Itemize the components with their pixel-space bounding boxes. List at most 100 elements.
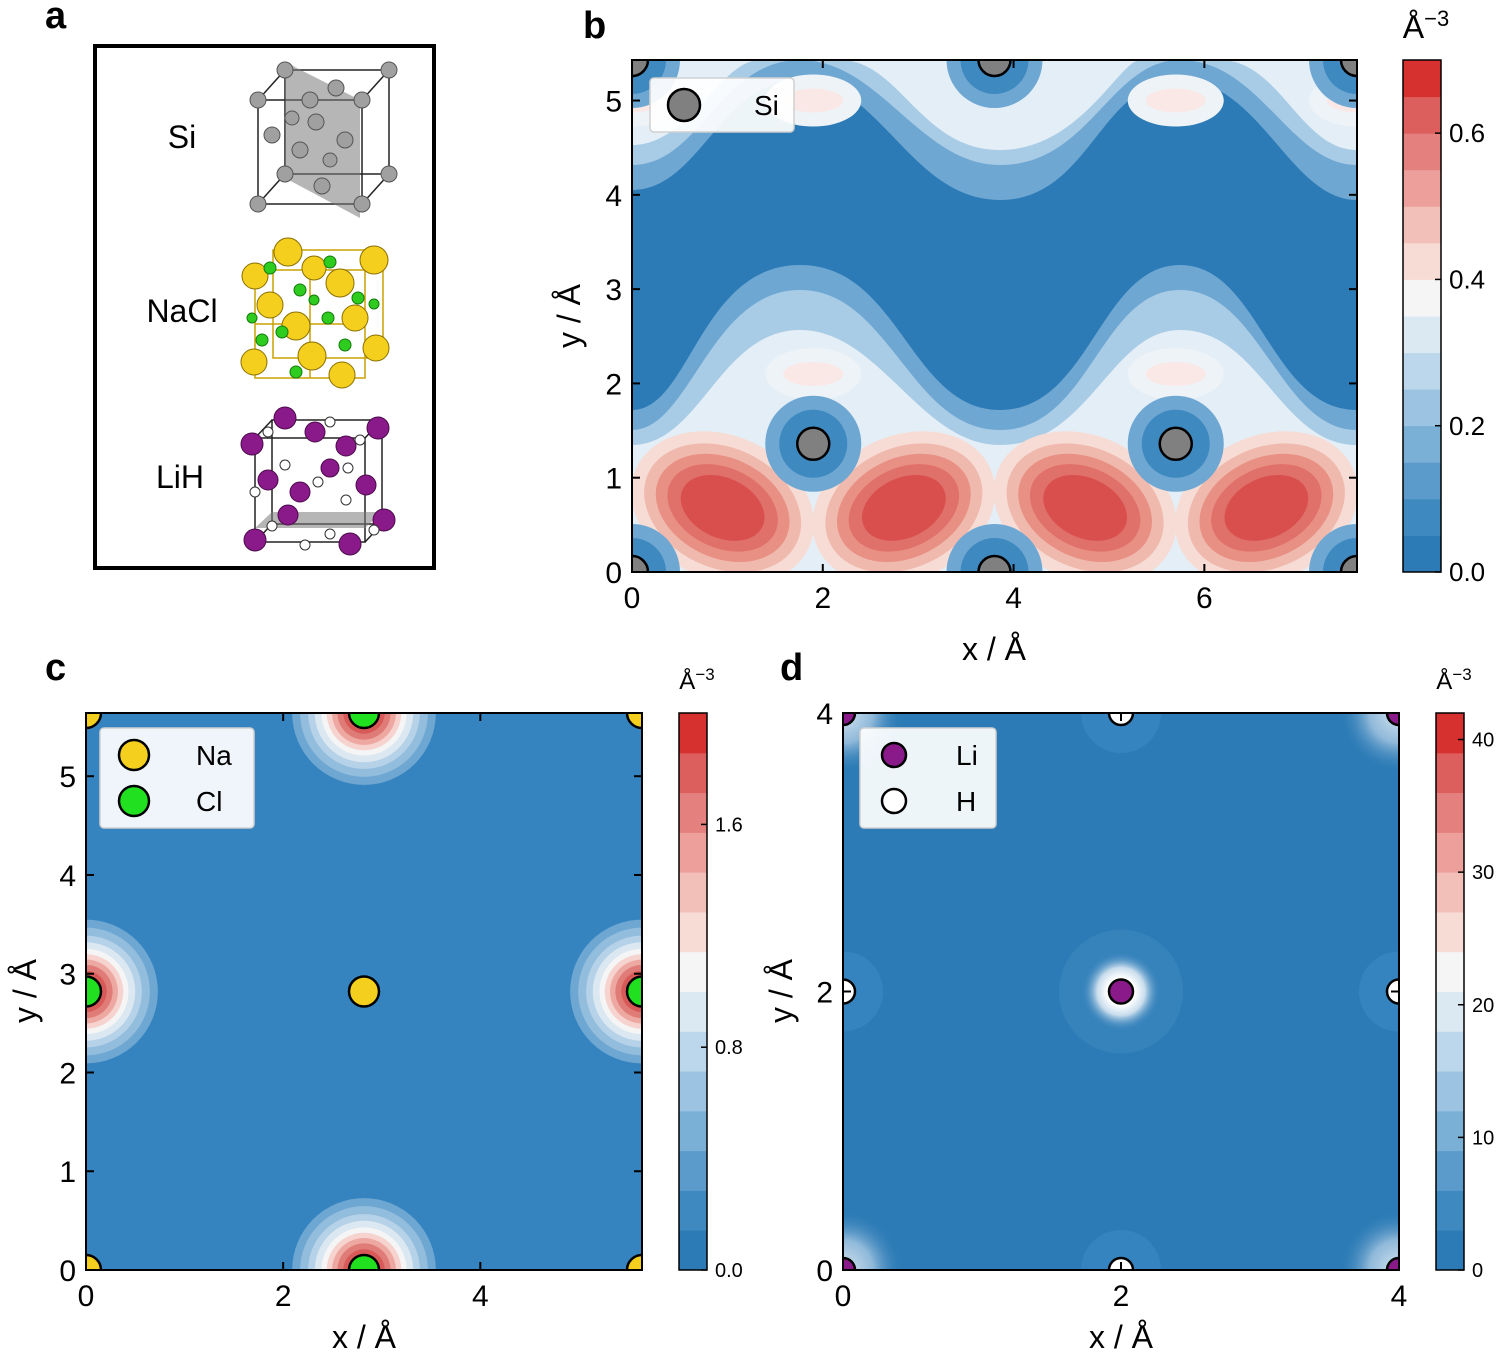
- legend-label-li: Li: [956, 740, 978, 771]
- colorbar-segment-d: [1436, 1031, 1464, 1072]
- colorbar-tick-label-d: 40: [1472, 730, 1494, 752]
- bond-lobe-core: [1145, 361, 1206, 386]
- colorbar-segment-d: [1436, 792, 1464, 833]
- legend-marker-li: [880, 741, 908, 769]
- h-atoms: [249, 416, 380, 551]
- na-atoms: [240, 237, 390, 389]
- legend-marker-cl: [117, 784, 151, 818]
- y-tick-label-d: 0: [816, 1255, 833, 1288]
- si-structure: Si: [168, 61, 398, 218]
- colorbar-segment-c: [679, 872, 707, 913]
- atom-li: [843, 713, 857, 727]
- colorbar-segment-c: [679, 1110, 707, 1152]
- colorbar-tick-label-d: 20: [1472, 995, 1494, 1017]
- y-tick-label-c: 5: [59, 761, 76, 794]
- h-halo: [1081, 713, 1161, 753]
- atom-si: [632, 60, 650, 78]
- atom-na: [625, 1253, 642, 1270]
- colorbar-segment-d: [1436, 752, 1464, 794]
- plot-d-xlabel: x / Å: [1089, 1319, 1154, 1355]
- atom-si: [632, 554, 650, 572]
- x-tick-label-d: 2: [1113, 1280, 1130, 1313]
- x-tick-label-c: 0: [78, 1280, 95, 1313]
- atom-na: [347, 975, 381, 1008]
- plot-c-colorbar: 0.0 0.8 1.6 Å−3: [678, 665, 743, 1282]
- plot-b-colorbar: 0.0 0.2 0.4 0.6 Å−3: [1402, 6, 1485, 587]
- colorbar-segment-c: [679, 1031, 707, 1072]
- colorbar-segment-d: [1436, 911, 1464, 953]
- y-tick-label-c: 3: [59, 959, 76, 992]
- plot-b-dynamic: [632, 60, 1357, 572]
- plot-d-ylabel: y / Å: [763, 958, 799, 1023]
- colorbar-tick-label-b: 0.2: [1449, 411, 1485, 441]
- plot-d-colorbar: 0 10 20 30 40 Å−3: [1435, 665, 1494, 1282]
- cl-atoms: [246, 255, 380, 379]
- atom-na: [625, 713, 642, 730]
- atom-li: [843, 1256, 857, 1270]
- colorbar-segment-b: [1403, 279, 1441, 317]
- bond-peak: [680, 474, 765, 541]
- bond-lobe-core: [1145, 88, 1206, 113]
- y-tick-label-b: 3: [605, 274, 622, 307]
- atom-li: [1385, 713, 1399, 727]
- colorbar-segment-c: [679, 752, 707, 794]
- panel-label-c: c: [45, 647, 66, 689]
- colorbar-segment-c: [679, 1150, 707, 1191]
- lih-label: LiH: [156, 459, 204, 495]
- legend-label-h: H: [956, 786, 976, 817]
- plot-d-legend: Li H: [859, 727, 997, 829]
- colorbar-segment-b: [1403, 133, 1441, 171]
- colorbar-segment-b: [1403, 316, 1441, 354]
- colorbar-segment-b: [1403, 169, 1441, 207]
- y-tick-label-b: 2: [605, 368, 622, 401]
- bond-peak: [862, 474, 946, 541]
- colorbar-segment-d: [1436, 1150, 1464, 1191]
- colorbar-tick-label-d: 0: [1472, 1260, 1483, 1282]
- si-atoms: [249, 61, 398, 213]
- colorbar-tick-label-d: 30: [1472, 862, 1494, 884]
- colorbar-segment-b: [1403, 425, 1441, 463]
- bond-peak: [1224, 474, 1309, 541]
- colorbar-segment-d: [1436, 1230, 1464, 1271]
- colorbar-segment-d: [1436, 991, 1464, 1032]
- colorbar-segment-b: [1403, 206, 1441, 244]
- plot-d-axes: 0 2 4 0 2 4: [816, 698, 1407, 1313]
- colorbar-segment-d: [1436, 832, 1464, 873]
- nacl-structure: NaCl: [146, 237, 390, 389]
- colorbar-segment-c: [679, 991, 707, 1032]
- plot-c-xlabel: x / Å: [332, 1319, 397, 1355]
- plot-c-axes: 0 2 4 0 1 2 3 4 5: [59, 713, 642, 1313]
- colorbar-tick-label-c: 1.6: [715, 814, 743, 836]
- colorbar-segment-c: [679, 1190, 707, 1231]
- colorbar-segment-b: [1403, 498, 1441, 536]
- si-label: Si: [168, 119, 196, 155]
- colorbar-frame-d: [1435, 712, 1465, 1271]
- colorbar-segment-d: [1436, 1071, 1464, 1112]
- li-corner-glow: [1339, 713, 1399, 773]
- colorbar-tick-label-b: 0.6: [1449, 118, 1485, 148]
- colorbar-unit-c: Å−3: [679, 665, 714, 695]
- atom-na: [86, 713, 103, 730]
- bond-peak: [1043, 474, 1127, 541]
- colorbar-segment-c: [679, 911, 707, 953]
- colorbar-segment-b: [1403, 352, 1441, 390]
- colorbar-frame-b: [1402, 59, 1442, 573]
- x-tick-label-c: 2: [275, 1280, 292, 1313]
- y-tick-label-c: 4: [59, 860, 76, 893]
- atom-cl: [347, 1253, 381, 1270]
- h-halo: [1081, 1230, 1161, 1270]
- plot-c-ylabel: y / Å: [7, 958, 43, 1023]
- y-tick-label-b: 1: [605, 463, 622, 496]
- colorbar-segment-b: [1403, 389, 1441, 427]
- y-tick-label-c: 1: [59, 1156, 76, 1189]
- colorbar-segment-b: [1403, 242, 1441, 280]
- legend-label-si: Si: [754, 90, 779, 121]
- x-tick-label-b: 6: [1196, 582, 1213, 615]
- colorbar-segment-c: [679, 713, 707, 754]
- colorbar-segment-b: [1403, 60, 1441, 98]
- colorbar-tick-label-c: 0.0: [715, 1260, 743, 1282]
- x-tick-label-b: 2: [814, 582, 831, 615]
- plot-c-dynamic: [86, 713, 642, 1270]
- atom-si: [1339, 554, 1357, 572]
- nacl-label: NaCl: [146, 293, 217, 329]
